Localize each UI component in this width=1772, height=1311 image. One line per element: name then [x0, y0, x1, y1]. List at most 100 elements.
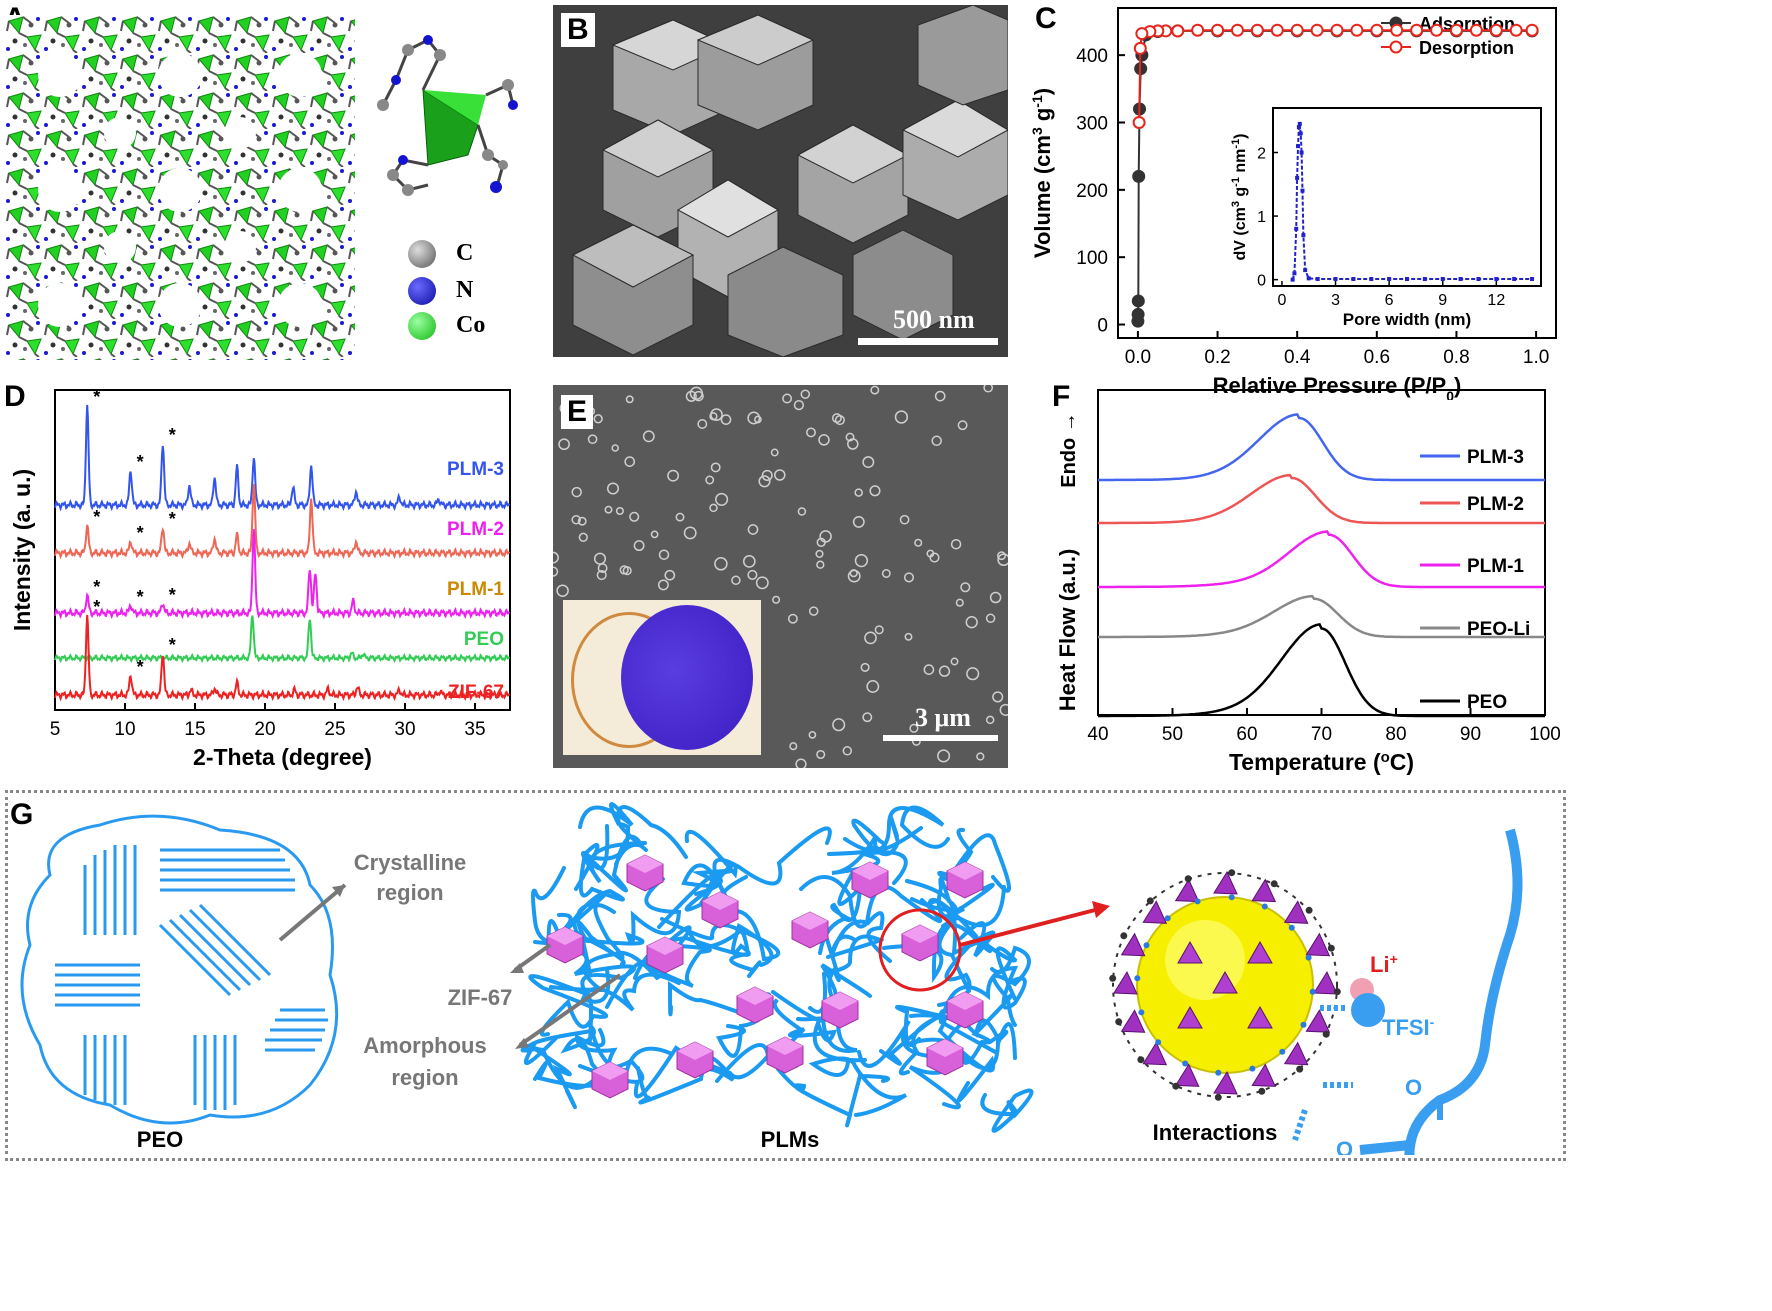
nanoparticle-dot [894, 410, 909, 424]
nanoparticle-dot [819, 530, 832, 543]
crystalline-pointer-arrow [278, 883, 347, 942]
zif-particle-face [947, 862, 983, 880]
data-point-desorption [1390, 23, 1404, 37]
nitrogen-atom [1309, 988, 1316, 995]
nanoparticle-dot [664, 569, 676, 581]
nitrogen-atom [1155, 1039, 1162, 1046]
nanoparticle-dot [593, 414, 603, 424]
nanoparticle-dot [761, 469, 773, 481]
zif-particle-face [677, 1042, 713, 1060]
nanoparticle-dot [997, 553, 1008, 567]
carbon-atom [1305, 906, 1313, 914]
nanoparticle-dot [571, 486, 582, 498]
co-tetrahedron [1305, 1009, 1331, 1033]
polymer-chain [529, 1028, 674, 1090]
co-tetrahedron [1283, 900, 1309, 924]
carbon-atom [1258, 1087, 1266, 1095]
nanoparticle-dot [667, 469, 680, 482]
nanoparticle-dot [747, 524, 759, 535]
zif-peak-asterisk: * [169, 585, 176, 605]
nanoparticle-dot [989, 591, 1002, 604]
nanoparticle-dot [816, 560, 825, 569]
xrd-line-plm-2 [54, 484, 511, 560]
y-tick-label-c: 100 [1076, 248, 1108, 269]
y-tick-label-c: 300 [1076, 113, 1108, 134]
zif-particle-face [737, 987, 773, 1005]
data-point-adsorption [1132, 169, 1146, 183]
zoom-circle [878, 908, 962, 992]
inset-y-tick-label: 1 [1257, 209, 1266, 226]
co-coordination-tetrahedron [377, 35, 518, 196]
panel-c-letter: C [1035, 2, 1057, 35]
zif-particle-face [822, 992, 858, 1010]
data-point-desorption [1290, 23, 1304, 37]
nanoparticle-dot [720, 414, 732, 425]
x-tick-label-f: 50 [1162, 724, 1183, 745]
data-point-adsorption [1131, 307, 1145, 321]
nanoparticle-dot [693, 390, 704, 402]
x-axis-label-c: Relative Pressure (P/P0) [1213, 373, 1462, 400]
polymer-chain [808, 1056, 908, 1117]
nanoparticle-dot [831, 413, 842, 424]
nanoparticle-dot [624, 456, 636, 467]
nanoparticle-dot [937, 749, 951, 763]
nanoparticle-dot [938, 665, 951, 677]
dsc-curves-chart: 40 50 60 70 80 90 100 Temperature (oC) Heat Flow… [1055, 389, 1560, 775]
polymer-chain [533, 1023, 603, 1088]
scale-bar-label-b: 500 nm [893, 305, 975, 334]
nanoparticle-dot [611, 444, 619, 452]
co-tetrahedron [1213, 1070, 1238, 1095]
co-tetrahedron [1142, 1041, 1168, 1066]
inset-x-tick-label: 0 [1277, 292, 1286, 309]
polymer-chain [980, 1088, 1034, 1133]
nanoparticle-dot [755, 576, 769, 590]
nanoparticle-dot [800, 389, 811, 399]
data-point-desorption [1250, 23, 1264, 37]
co-tetrahedron-inner [1247, 940, 1273, 964]
x-tick-label-c: 0.6 [1364, 347, 1390, 368]
nanoparticle-dot [747, 411, 761, 425]
data-point-desorption [1430, 23, 1444, 37]
y-tick-label-c: 0 [1097, 316, 1108, 337]
inset-data-point [1458, 277, 1463, 282]
nanoparticle-dot [806, 427, 816, 438]
nanoparticle-dot [847, 438, 859, 450]
series-label-plm-1: PLM-1 [447, 579, 504, 600]
legend-marker-desorption [1389, 40, 1403, 54]
polymer-chain [716, 998, 802, 1058]
data-point-desorption [1191, 23, 1205, 37]
inset-data-point [1303, 268, 1308, 273]
carbon-atom [1146, 897, 1154, 905]
nanoparticle-dot [629, 511, 640, 522]
polymer-chain [657, 829, 738, 929]
nanoparticle-dot [929, 552, 940, 563]
co-tetrahedron [1174, 878, 1200, 903]
x-tick-label-c: 0.8 [1443, 347, 1469, 368]
li-tfsi-drawing [1292, 978, 1385, 1141]
nanoparticle-dot [577, 516, 587, 526]
xrd-line-plm-3 [54, 404, 511, 512]
sem-image-plm-film: E 3 μm [553, 385, 1008, 768]
zif-particle-face [947, 992, 983, 1010]
co-tetrahedron [1174, 1063, 1200, 1087]
xrd-pattern-chart: 5 10 15 20 25 30 35 2-Theta (degree) Intensity (… [9, 387, 511, 770]
inset-data-point [1294, 226, 1299, 231]
inset-data-point [1297, 121, 1302, 126]
nanoparticle-dot [593, 552, 607, 565]
li-ion-label: Li+ [1370, 951, 1398, 977]
nanoparticle-dot [864, 631, 877, 645]
nanoparticle-dot [615, 506, 624, 516]
legend-label-co: Co [456, 312, 486, 338]
nanoparticle-dot [606, 482, 620, 495]
zif-label: ZIF-67 [448, 985, 513, 1010]
nitrogen-atom [1261, 903, 1268, 910]
nitrogen-atom [1164, 915, 1171, 922]
nanoparticle-dot [558, 438, 570, 451]
polymer-chain [937, 935, 1018, 1007]
inset-data-point [1530, 277, 1535, 282]
nanoparticle-dot [742, 555, 756, 568]
carbon-atom [1322, 1030, 1330, 1038]
nanoparticle-dot [999, 703, 1008, 716]
panel-d-letter: D [4, 380, 26, 413]
nitrogen-atom [1215, 1069, 1222, 1076]
